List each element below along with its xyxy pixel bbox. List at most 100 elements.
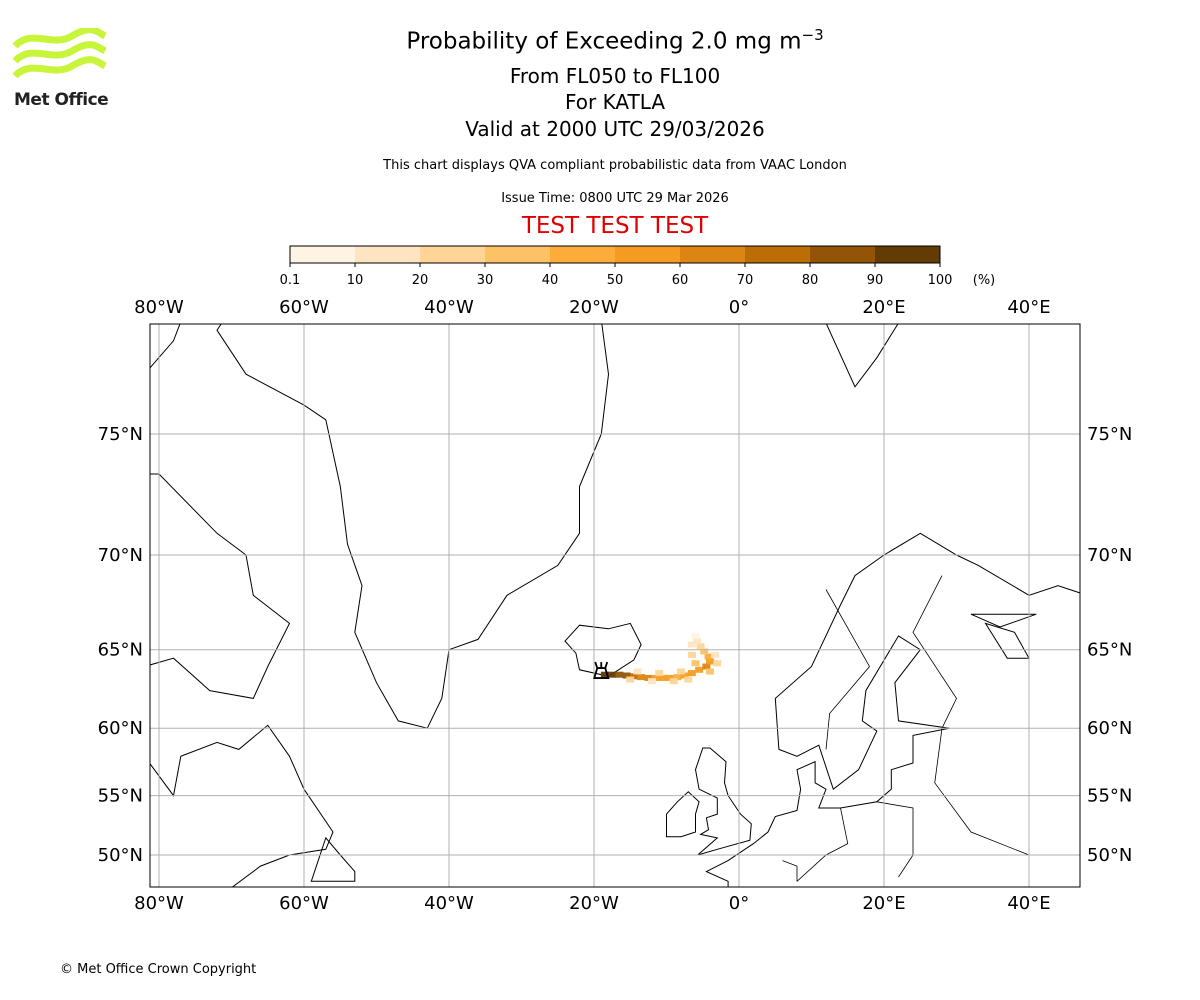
plume-cell	[608, 671, 617, 678]
coastline-svalbard	[825, 324, 899, 388]
colorbar-tick-label: 0.1	[280, 273, 301, 288]
coastline-kola	[970, 613, 1037, 628]
colorbar-bin	[550, 246, 616, 263]
plume-cell	[687, 641, 696, 648]
plume-cell	[644, 674, 653, 681]
lon-label-bottom: 80°W	[134, 893, 184, 914]
colorbar-bin	[745, 246, 811, 263]
plume-cell	[684, 676, 693, 683]
copyright: © Met Office Crown Copyright	[60, 962, 257, 977]
plume-cell	[687, 651, 696, 658]
colorbar-bin	[680, 246, 746, 263]
colorbar-bin	[420, 246, 486, 263]
colorbar-tick-label: 90	[867, 273, 884, 288]
plume-cell	[651, 674, 660, 681]
plume-cell	[648, 678, 656, 685]
coastline-great-britain	[694, 747, 752, 856]
title-superscript: −3	[801, 26, 824, 44]
colorbar-tick-label: 50	[607, 273, 624, 288]
lat-label-left: 60°N	[98, 718, 143, 739]
lat-label-right: 60°N	[1087, 718, 1132, 739]
country-border	[782, 860, 798, 882]
country-border	[825, 589, 870, 750]
lat-label-right: 50°N	[1087, 845, 1132, 866]
issue-time: Issue Time: 0800 UTC 29 Mar 2026	[501, 191, 729, 206]
volcano-name: For KATLA	[565, 90, 665, 114]
coastline-baffin	[150, 473, 291, 699]
country-border	[796, 807, 849, 882]
plume-cell	[680, 672, 689, 679]
colorbar-tick-label: 20	[412, 273, 429, 288]
plume-cell	[655, 670, 664, 677]
lat-label-left: 55°N	[98, 786, 143, 807]
lat-label-left: 75°N	[98, 424, 143, 445]
lon-label-top: 20°E	[862, 297, 905, 318]
plume-cell	[702, 663, 711, 670]
logo-text: Met Office	[14, 90, 109, 110]
plume-cell	[691, 632, 700, 639]
plume-cell	[691, 660, 700, 667]
colorbar-tick-label: 10	[347, 273, 364, 288]
lon-label-top: 40°W	[424, 297, 474, 318]
lon-label-bottom: 40°W	[424, 893, 474, 914]
plume-cell	[677, 668, 685, 675]
coastline-ireland	[666, 791, 700, 838]
plume-cell	[706, 668, 714, 675]
title-text: Probability of Exceeding 2.0 mg m	[406, 28, 802, 55]
lon-label-top: 0°	[729, 297, 749, 318]
colorbar-tick-label: 40	[542, 273, 559, 288]
chart-note: This chart displays QVA compliant probab…	[383, 158, 847, 173]
colorbar-unit: (%)	[973, 273, 996, 288]
test-banner: TEST TEST TEST	[521, 213, 709, 239]
country-border	[876, 801, 914, 878]
plume-cell	[600, 671, 609, 678]
country-border	[912, 575, 957, 729]
colorbar: 0.1 10 20 30 40 50 60 70 80 90 100 (%)	[280, 245, 996, 288]
plume-cell	[666, 674, 675, 681]
map-frame	[149, 323, 1081, 888]
lat-label-right: 55°N	[1087, 786, 1132, 807]
colorbar-bin	[615, 246, 681, 263]
colorbar-bin	[485, 246, 551, 263]
lon-label-bottom: 0°	[729, 893, 749, 914]
lon-label-top: 40°E	[1007, 297, 1050, 318]
colorbar-tick-label: 80	[802, 273, 819, 288]
plume-cell	[626, 676, 635, 683]
plume-cell	[622, 672, 631, 679]
plume-cell	[706, 658, 714, 665]
plume-cell	[696, 643, 705, 650]
met-office-logo: Met Office	[12, 26, 112, 117]
lon-label-top: 80°W	[134, 297, 184, 318]
coastline-newfoundland	[310, 836, 356, 882]
plume-cell	[669, 678, 678, 685]
map-content	[150, 324, 1080, 887]
lon-label-bottom: 20°W	[569, 893, 619, 914]
lon-label-bottom: 40°E	[1007, 893, 1050, 914]
lon-label-bottom: 20°E	[862, 893, 905, 914]
colorbar-tick-label: 60	[672, 273, 689, 288]
plume-cell	[637, 674, 646, 681]
lat-label-left: 70°N	[98, 545, 143, 566]
lat-label-left: 65°N	[98, 640, 143, 661]
met-office-logo-waves	[12, 26, 107, 79]
colorbar-bin	[810, 246, 876, 263]
lat-label-left: 50°N	[98, 845, 143, 866]
colorbar-bin	[875, 246, 941, 263]
plume-cell	[658, 674, 667, 681]
lat-label-right: 70°N	[1087, 545, 1132, 566]
plume-cell	[711, 651, 720, 658]
plume-cell	[695, 666, 704, 673]
lon-label-top: 20°W	[569, 297, 619, 318]
plume-cell	[629, 673, 638, 680]
plume-cell	[713, 660, 722, 667]
plume-cell	[633, 668, 642, 675]
volcano-icon	[593, 661, 610, 679]
coastline-europe	[705, 532, 1080, 887]
plume-cell	[692, 638, 701, 645]
lon-label-top: 60°W	[279, 297, 329, 318]
colorbar-tick-label: 70	[737, 273, 754, 288]
colorbar-tick-label: 30	[477, 273, 494, 288]
plume-cell	[687, 670, 696, 677]
